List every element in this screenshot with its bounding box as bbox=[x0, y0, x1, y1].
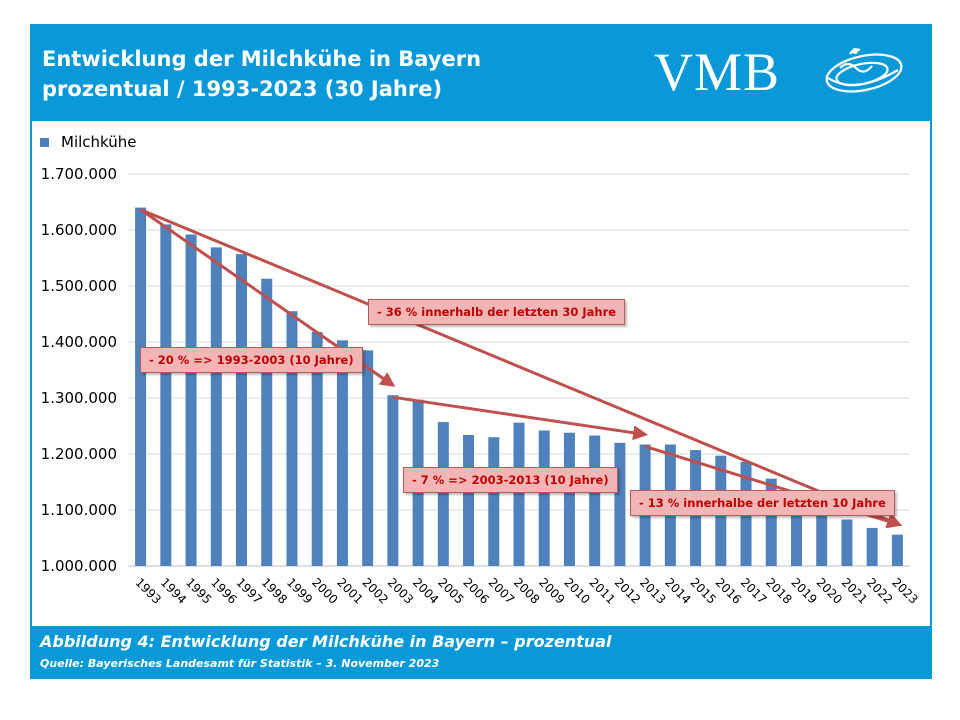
x-tick-label: 2021 bbox=[839, 575, 870, 606]
x-tick-label: 2001 bbox=[334, 575, 365, 606]
x-tick-label: 2002 bbox=[360, 575, 391, 606]
bar-2019 bbox=[790, 493, 802, 566]
bar-1998 bbox=[261, 278, 273, 566]
bar-2018 bbox=[765, 478, 777, 566]
x-tick-label: 2016 bbox=[713, 575, 744, 606]
vmb-logo: VMB bbox=[650, 40, 920, 110]
bar-2006 bbox=[463, 434, 475, 566]
bar-2008 bbox=[513, 422, 525, 566]
bar-2012 bbox=[614, 442, 626, 566]
x-tick-label: 1997 bbox=[233, 575, 264, 606]
source-note: Quelle: Bayerisches Landesamt für Statis… bbox=[40, 657, 440, 670]
bar-1994 bbox=[160, 224, 172, 566]
bar-1995 bbox=[185, 234, 197, 567]
y-tick-label: 1.200.000 bbox=[41, 445, 117, 463]
y-tick-label: 1.400.000 bbox=[41, 333, 117, 351]
page-title: Entwicklung der Milchkühe in Bayern proz… bbox=[42, 44, 481, 104]
bar-2021 bbox=[841, 519, 853, 566]
bar-2011 bbox=[589, 435, 601, 566]
x-tick-label: 1995 bbox=[183, 575, 214, 606]
x-tick-label: 2019 bbox=[788, 575, 819, 606]
frame-left-border bbox=[30, 121, 32, 626]
x-tick-label: 2005 bbox=[435, 575, 466, 606]
annotation-20-percent: - 20 % => 1993-2003 (10 Jahre) bbox=[140, 347, 363, 373]
bar-1999 bbox=[286, 311, 298, 566]
x-tick-label: 2006 bbox=[460, 575, 491, 606]
title-line-2: prozentual / 1993-2023 (30 Jahre) bbox=[42, 77, 443, 101]
x-tick-label: 1993 bbox=[132, 575, 163, 606]
chart-legend: Milchkühe bbox=[40, 133, 137, 151]
y-tick-label: 1.300.000 bbox=[41, 389, 117, 407]
figure-caption: Abbildung 4: Entwicklung der Milchkühe i… bbox=[40, 632, 612, 651]
x-tick-label: 2007 bbox=[486, 575, 517, 606]
x-tick-label: 2010 bbox=[561, 575, 592, 606]
annotation-36-percent: - 36 % innerhalb der letzten 30 Jahre bbox=[368, 299, 626, 325]
x-tick-label: 2023 bbox=[889, 575, 920, 606]
bar-2002 bbox=[362, 350, 374, 566]
x-tick-label: 2003 bbox=[385, 575, 416, 606]
y-tick-label: 1.700.000 bbox=[41, 165, 117, 183]
annotation-13-percent: - 13 % innerhalbe der letzten 10 Jahre bbox=[630, 490, 895, 516]
bar-2022 bbox=[866, 527, 878, 566]
x-tick-label: 1999 bbox=[284, 575, 315, 606]
x-tick-label: 2012 bbox=[612, 575, 643, 606]
arrow-2003-2013 bbox=[392, 395, 649, 441]
bar-2007 bbox=[488, 437, 500, 566]
annotation-7-percent: - 7 % => 2003-2013 (10 Jahre) bbox=[403, 467, 618, 493]
title-line-1: Entwicklung der Milchkühe in Bayern bbox=[42, 47, 482, 71]
arrow-1993-2023 bbox=[140, 208, 903, 527]
header-bar bbox=[30, 24, 932, 121]
x-tick-label: 2014 bbox=[662, 575, 693, 606]
frame-right-border bbox=[930, 121, 932, 626]
logo-text: VMB bbox=[654, 42, 781, 102]
y-tick-label: 1.000.000 bbox=[41, 557, 117, 575]
x-tick-label: 2015 bbox=[687, 575, 718, 606]
x-tick-label: 1998 bbox=[259, 575, 290, 606]
bar-1996 bbox=[210, 247, 222, 567]
x-tick-label: 2004 bbox=[410, 575, 441, 606]
x-tick-label: 2013 bbox=[637, 575, 668, 606]
bar-2020 bbox=[816, 506, 828, 566]
y-tick-label: 1.100.000 bbox=[41, 501, 117, 519]
x-tick-label: 2009 bbox=[536, 575, 567, 606]
y-tick-label: 1.600.000 bbox=[41, 221, 117, 239]
bar-1993 bbox=[135, 207, 147, 566]
bar-2000 bbox=[311, 331, 323, 566]
x-tick-label: 2020 bbox=[814, 575, 845, 606]
bar-2010 bbox=[563, 432, 575, 566]
logo-swirl-icon bbox=[825, 48, 903, 93]
legend-label: Milchkühe bbox=[61, 133, 137, 151]
x-tick-label: 1994 bbox=[158, 575, 189, 606]
footer-bar: Abbildung 4: Entwicklung der Milchkühe i… bbox=[30, 626, 932, 679]
legend-swatch bbox=[40, 137, 49, 147]
bar-2005 bbox=[437, 422, 449, 566]
x-tick-label: 2011 bbox=[587, 575, 618, 606]
x-tick-label: 2000 bbox=[309, 575, 340, 606]
bar-2001 bbox=[336, 340, 348, 566]
bar-2003 bbox=[387, 395, 399, 566]
bar-2023 bbox=[891, 534, 903, 566]
x-tick-label: 2018 bbox=[763, 575, 794, 606]
bar-2009 bbox=[538, 430, 550, 566]
bar-1997 bbox=[236, 254, 248, 566]
x-tick-label: 2008 bbox=[511, 575, 542, 606]
x-tick-label: 2017 bbox=[738, 575, 769, 606]
x-tick-label: 1996 bbox=[208, 575, 239, 606]
x-tick-label: 2022 bbox=[864, 575, 895, 606]
y-tick-label: 1.500.000 bbox=[41, 277, 117, 295]
